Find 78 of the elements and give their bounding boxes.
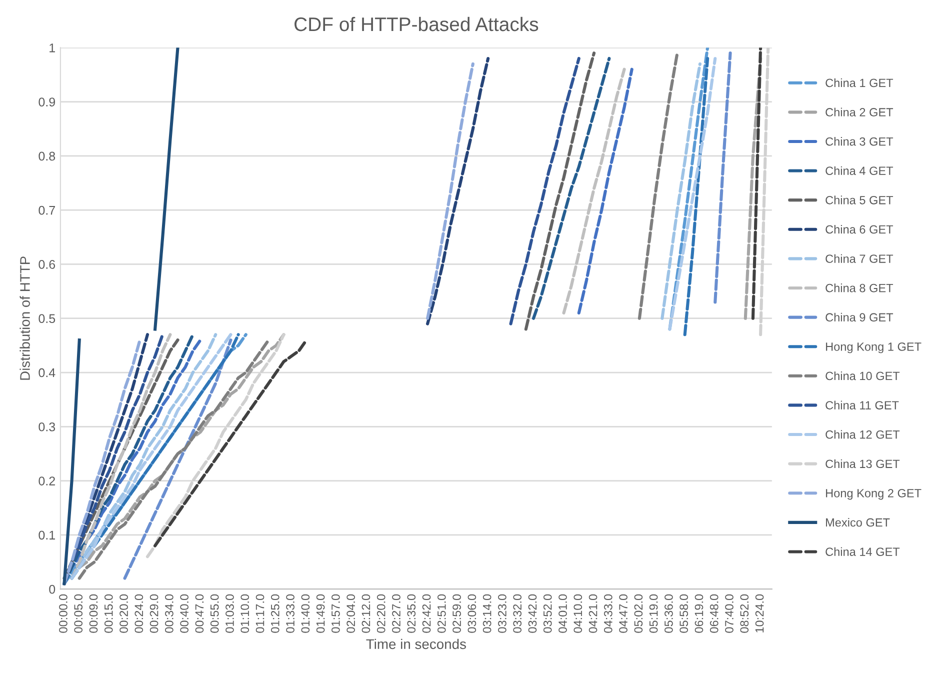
x-tick-label: 00:24.0 (134, 594, 144, 633)
y-tick-label: 0.9 (38, 98, 55, 106)
x-tick-label: 05:02.0 (634, 594, 643, 633)
y-tick-label: 0.5 (38, 314, 56, 324)
x-tick-label: 03:52.0 (543, 594, 552, 633)
x-tick-label: 02:35.0 (407, 594, 416, 633)
legend-label: Mexico GET (826, 518, 890, 527)
x-tick-label: 00:00.0 (59, 594, 68, 633)
x-tick-label: 05:19.0 (649, 594, 658, 633)
legend-label: Hong Kong 2 GET (826, 489, 922, 500)
legend-label: China 7 GET (826, 254, 894, 263)
legend-label: China 4 GET (826, 166, 894, 176)
x-tick-label: 04:47.0 (619, 594, 628, 633)
x-tick-label: 05:58.0 (680, 594, 688, 633)
x-tick-label: 00:20.0 (120, 594, 128, 633)
x-tick-label: 03:06.0 (468, 594, 476, 633)
y-tick-label: 0.8 (38, 152, 56, 161)
y-tick-label: 0.7 (38, 206, 55, 215)
x-tick-label: 00:40.0 (180, 594, 188, 633)
x-tick-label: 04:01.0 (558, 594, 567, 633)
legend-label: China 12 GET (826, 430, 900, 439)
x-tick-label: 00:47.0 (195, 594, 204, 633)
x-tick-label: 05:36.0 (664, 594, 673, 633)
y-tick-label: 0 (49, 584, 56, 594)
y-tick-label: 1 (50, 44, 55, 52)
x-tick-label: 01:25.0 (270, 594, 280, 633)
legend-label: China 13 GET (826, 459, 900, 468)
x-tick-label: 02:04.0 (346, 594, 356, 633)
legend-label: China 8 GET (826, 284, 894, 292)
x-tick-label: 02:20.0 (376, 594, 386, 633)
x-tick-label: 03:23.0 (498, 594, 506, 633)
x-tick-label: 02:12.0 (362, 594, 370, 633)
x-tick-label: 06:19.0 (694, 594, 704, 633)
y-tick-label: 0.1 (38, 530, 55, 540)
y-tick-label: 0.2 (38, 476, 55, 486)
x-tick-label: 07:40.0 (725, 594, 734, 633)
legend-label: China 6 GET (826, 224, 894, 234)
chart-title: CDF of HTTP-based Attacks (294, 16, 538, 32)
legend-label: Hong Kong 1 GET (826, 342, 922, 354)
y-tick-label: 0.4 (38, 368, 56, 378)
x-tick-label: 08:52.0 (740, 594, 749, 633)
x-tick-label: 01:03.0 (226, 594, 234, 633)
x-tick-label: 01:57.0 (332, 594, 340, 633)
x-tick-label: 00:34.0 (165, 594, 174, 633)
x-tick-label: 02:27.0 (392, 594, 400, 633)
y-tick-label: 0.3 (38, 422, 56, 432)
x-tick-label: 00:15.0 (104, 594, 113, 633)
x-tick-label: 10:24.0 (755, 594, 764, 632)
x-tick-label: 00:55.0 (210, 594, 219, 633)
x-tick-label: 04:21.0 (588, 594, 598, 633)
x-axis-title: Time in seconds (366, 638, 466, 650)
x-tick-label: 01:33.0 (286, 594, 294, 633)
x-tick-label: 03:32.0 (513, 594, 522, 633)
x-tick-label: 03:42.0 (528, 594, 537, 633)
legend-label: China 14 GET (826, 547, 900, 556)
x-tick-label: 02:42.0 (422, 594, 431, 633)
x-tick-label: 03:14.0 (482, 594, 492, 633)
legend-label: China 5 GET (826, 196, 894, 204)
x-tick-label: 04:33.0 (604, 594, 612, 633)
x-tick-label: 04:10.0 (574, 594, 582, 633)
x-tick-label: 02:51.0 (437, 594, 446, 633)
x-tick-label: 01:49.0 (316, 594, 325, 633)
y-axis-title: Distribution of HTTP (20, 256, 30, 380)
legend-label: China 11 GET (826, 400, 899, 410)
legend-label: China 10 GET (826, 371, 900, 380)
legend-label: China 3 GET (826, 137, 894, 146)
legend-label: China 9 GET (826, 312, 894, 322)
legend-label: China 1 GET (826, 78, 894, 88)
x-tick-label: 02:59.0 (452, 594, 461, 633)
x-tick-label: 00:29.0 (150, 594, 158, 633)
x-tick-label: 01:17.0 (256, 594, 264, 633)
x-tick-label: 00:05.0 (74, 594, 83, 633)
y-tick-label: 0.6 (38, 260, 56, 269)
x-tick-label: 01:40.0 (301, 594, 310, 633)
x-tick-label: 06:48.0 (710, 594, 718, 633)
legend-label: China 2 GET (826, 108, 894, 116)
x-tick-label: 00:09.0 (89, 594, 98, 633)
x-tick-label: 01:10.0 (240, 594, 250, 633)
